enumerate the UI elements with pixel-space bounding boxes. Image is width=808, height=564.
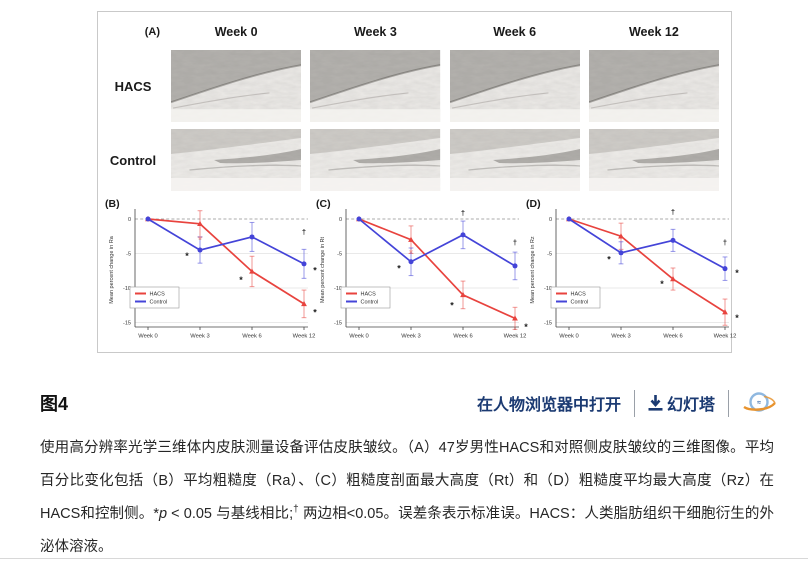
figure-label: 图4 xyxy=(40,394,69,414)
svg-text:-5: -5 xyxy=(126,252,131,258)
svg-text:†: † xyxy=(512,238,516,247)
svg-text:*: * xyxy=(313,307,317,317)
svg-text:†: † xyxy=(671,208,675,217)
svg-text:*: * xyxy=(185,251,189,261)
svg-text:*: * xyxy=(735,268,739,278)
charts-row: 0 -5 -10 -15 Week 0 Week 3 Week 6 Week 12 * * * † * *… xyxy=(98,191,739,359)
svg-text:HACS: HACS xyxy=(360,292,376,298)
svg-text:-5: -5 xyxy=(337,252,342,258)
publisher-logo[interactable]: ≈ xyxy=(742,389,776,417)
figure-bar: 图4 在人物浏览器中打开 幻灯塔 ≈ xyxy=(40,384,776,422)
svg-text:Week 3: Week 3 xyxy=(401,334,421,340)
svg-text:Week 0: Week 0 xyxy=(349,334,369,340)
svg-text:*: * xyxy=(735,313,739,323)
svg-text:*: * xyxy=(397,263,401,273)
svg-text:*: * xyxy=(409,248,413,258)
open-in-viewer-label: 在人物浏览器中打开 xyxy=(476,397,621,414)
week-header-2: Week 6 xyxy=(493,25,537,39)
svg-text:Week 3: Week 3 xyxy=(611,334,631,340)
figure-caption: 使用高分辨率光学三维体内皮肤测量设备评估皮肤皱纹。（A）47岁男性HACS和对照… xyxy=(40,440,774,555)
svg-text:†: † xyxy=(302,228,306,237)
skin-image-control-week0 xyxy=(171,129,301,191)
skin-image-control-week12 xyxy=(589,129,719,191)
svg-text:*: * xyxy=(660,279,664,289)
svg-text:Week 6: Week 6 xyxy=(663,334,683,340)
svg-text:-10: -10 xyxy=(544,286,552,292)
svg-text:*: * xyxy=(313,265,317,275)
figure-image-panel[interactable]: (A) Week 0 Week 3 Week 6 Week 12 HACS Co… xyxy=(97,11,739,353)
svg-text:Control: Control xyxy=(571,300,589,306)
chart-panel-b: 0 -5 -10 -15 Week 0 Week 3 Week 6 Week 12 * * * † * *… xyxy=(104,195,317,359)
svg-text:(C): (C) xyxy=(316,198,331,210)
week-header-0: Week 0 xyxy=(214,25,258,39)
svg-text:†: † xyxy=(460,208,464,217)
week-header-1: Week 3 xyxy=(353,25,397,39)
panel-a-label: (A) xyxy=(144,26,160,38)
skin-image-control-week6 xyxy=(450,129,580,191)
row-label-control: Control xyxy=(109,152,157,168)
svg-text:0: 0 xyxy=(338,217,341,223)
svg-text:Week 12: Week 12 xyxy=(503,334,526,340)
svg-text:-15: -15 xyxy=(544,321,552,327)
svg-text:-10: -10 xyxy=(123,286,131,292)
skin-image-control-week3 xyxy=(310,129,440,191)
svg-text:Mean percent change in Rt: Mean percent change in Rt xyxy=(320,237,326,304)
publisher-logo-icon: ≈ xyxy=(743,392,776,412)
slides-label: 幻灯塔 xyxy=(666,397,715,414)
svg-text:(B): (B) xyxy=(105,198,120,210)
svg-text:-5: -5 xyxy=(547,252,552,258)
week-header-3: Week 12 xyxy=(628,25,679,39)
svg-text:-15: -15 xyxy=(123,321,131,327)
svg-text:Control: Control xyxy=(150,300,168,306)
svg-text:*: * xyxy=(450,301,454,311)
svg-text:*: * xyxy=(198,235,202,245)
svg-text:Week 6: Week 6 xyxy=(453,334,473,340)
svg-text:Week 6: Week 6 xyxy=(242,334,262,340)
svg-text:0: 0 xyxy=(128,217,131,223)
svg-text:0: 0 xyxy=(549,217,552,223)
svg-text:-10: -10 xyxy=(334,286,342,292)
chart-panel-c: 0 -5 -10 -15 Week 0 Week 3 Week 6 Week 12 * * † * † *… xyxy=(315,195,528,359)
svg-text:Week 3: Week 3 xyxy=(190,334,210,340)
svg-text:Control: Control xyxy=(360,300,378,306)
open-in-viewer-link[interactable]: 在人物浏览器中打开 xyxy=(477,391,621,415)
svg-text:HACS: HACS xyxy=(150,292,166,298)
chart-panel-d: 0 -5 -10 -15 Week 0 Week 3 Week 6 Week 12 * † * † * *… xyxy=(525,195,739,359)
panel-a: (A) Week 0 Week 3 Week 6 Week 12 HACS Co… xyxy=(98,12,731,191)
skin-image-hacs-week6 xyxy=(450,50,580,122)
download-icon xyxy=(648,394,663,412)
slides-link[interactable]: 幻灯塔 xyxy=(648,391,715,415)
svg-text:(D): (D) xyxy=(526,198,541,210)
skin-image-hacs-week12 xyxy=(589,50,719,122)
svg-text:Week 0: Week 0 xyxy=(138,334,158,340)
svg-text:≈: ≈ xyxy=(757,400,761,407)
svg-text:†: † xyxy=(723,238,727,247)
svg-text:Week 0: Week 0 xyxy=(559,334,579,340)
row-label-hacs: HACS xyxy=(114,78,152,94)
svg-text:*: * xyxy=(607,254,611,264)
svg-text:*: * xyxy=(239,275,243,285)
svg-text:HACS: HACS xyxy=(571,292,587,298)
svg-text:Week 12: Week 12 xyxy=(293,334,316,340)
toolbar-divider xyxy=(633,389,635,417)
skin-image-hacs-week3 xyxy=(310,50,440,122)
svg-text:-15: -15 xyxy=(334,321,342,327)
svg-text:*: * xyxy=(524,322,528,332)
toolbar-divider xyxy=(728,389,729,417)
figure-toolbar: 在人物浏览器中打开 幻灯塔 ≈ xyxy=(477,389,776,417)
svg-text:Mean percent change in Ra: Mean percent change in Ra xyxy=(109,235,115,304)
skin-image-hacs-week0 xyxy=(171,50,301,122)
svg-text:Mean percent change in Rz: Mean percent change in Rz xyxy=(530,236,536,304)
bottom-divider xyxy=(0,558,808,559)
svg-text:Week 12: Week 12 xyxy=(714,334,737,340)
